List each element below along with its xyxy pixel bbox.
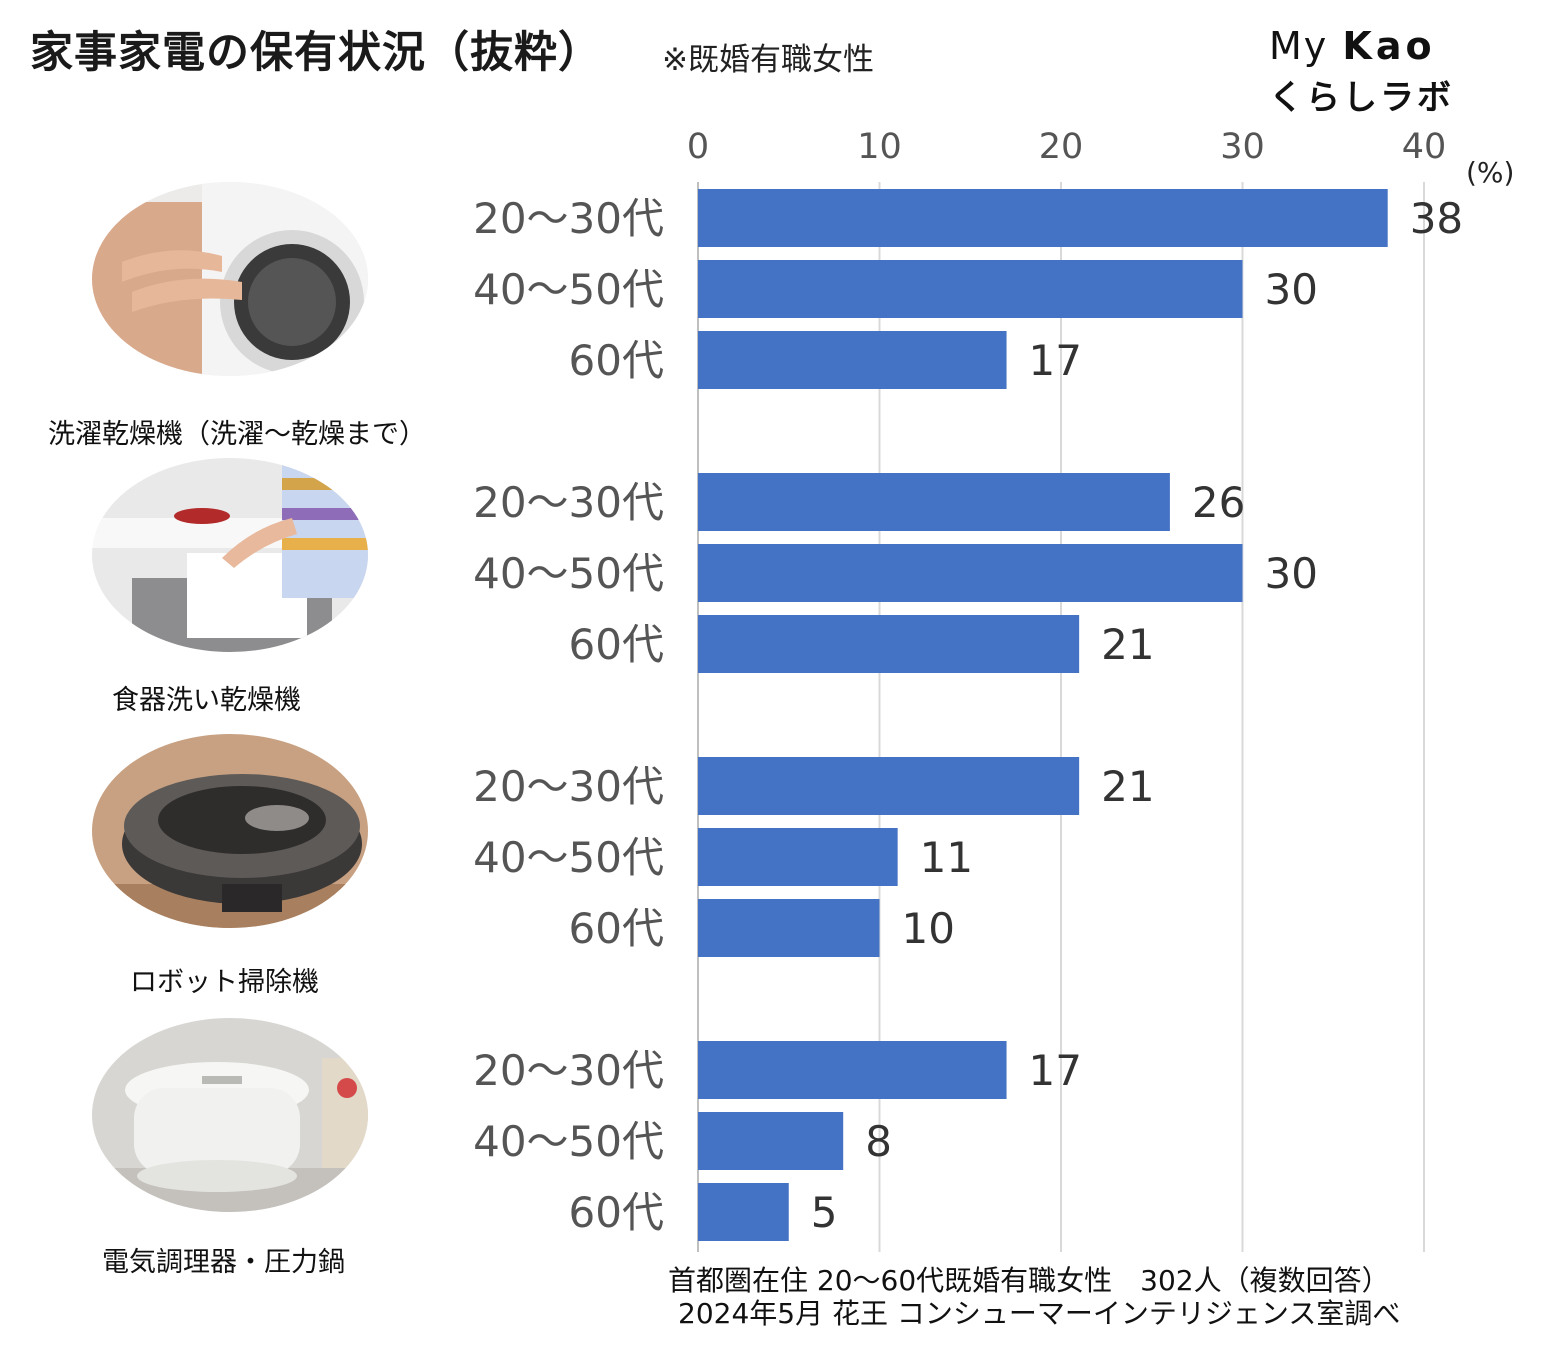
row-label-g2-r3: 60代 bbox=[569, 620, 664, 669]
value-label-g4-r1: 17 bbox=[1029, 1046, 1082, 1095]
x-tick-label-40: 40 bbox=[1402, 127, 1447, 167]
bar-g3-r3 bbox=[698, 899, 880, 957]
row-label-g2-r2: 40～50代 bbox=[473, 549, 664, 598]
value-label-g3-r1: 21 bbox=[1101, 762, 1154, 811]
bar-g3-r1 bbox=[698, 757, 1080, 815]
value-label-g3-r2: 11 bbox=[920, 833, 973, 882]
bar-g1-r2 bbox=[698, 260, 1243, 318]
bar-g2-r1 bbox=[698, 473, 1170, 531]
row-label-g3-r1: 20～30代 bbox=[473, 762, 664, 811]
row-label-g1-r1: 20～30代 bbox=[473, 194, 664, 243]
category-label-washer: 洗濯乾燥機（洗濯～乾燥まで） bbox=[48, 419, 426, 450]
bar-g4-r1 bbox=[698, 1041, 1007, 1099]
logo-brand: Kao bbox=[1342, 24, 1436, 68]
row-label-g4-r3: 60代 bbox=[569, 1188, 664, 1237]
bar-g2-r3 bbox=[698, 615, 1080, 673]
category-label-cooker: 電気調理器・圧力鍋 bbox=[102, 1247, 345, 1278]
bar-g3-r2 bbox=[698, 828, 898, 886]
row-label-g1-r3: 60代 bbox=[569, 336, 664, 385]
source-line-2: 2024年5月 花王 コンシューマーインテリジェンス室調べ bbox=[678, 1297, 1401, 1330]
value-label-g4-r3: 5 bbox=[811, 1188, 838, 1237]
chart-note: ※既婚有職女性 bbox=[662, 42, 874, 78]
value-label-g4-r2: 8 bbox=[865, 1117, 892, 1166]
x-tick-label-20: 20 bbox=[1039, 127, 1084, 167]
robot-vacuum-photo bbox=[92, 734, 368, 928]
x-tick-label-0: 0 bbox=[687, 127, 709, 167]
row-label-g1-r2: 40～50代 bbox=[473, 265, 664, 314]
source-line-1: 首都圏在住 20～60代既婚有職女性 302人（複数回答） bbox=[668, 1264, 1390, 1297]
washer-dryer-photo bbox=[92, 182, 368, 376]
row-label-g3-r3: 60代 bbox=[569, 904, 664, 953]
row-label-g4-r1: 20～30代 bbox=[473, 1046, 664, 1095]
bar-g1-r1 bbox=[698, 189, 1388, 247]
value-label-g2-r3: 21 bbox=[1101, 620, 1154, 669]
value-label-g2-r1: 26 bbox=[1192, 478, 1245, 527]
value-label-g1-r1: 38 bbox=[1410, 194, 1463, 243]
value-label-g1-r2: 30 bbox=[1265, 265, 1318, 314]
chart-title: 家事家電の保有状況（抜粋） bbox=[30, 28, 602, 78]
category-label-dishwasher: 食器洗い乾燥機 bbox=[112, 685, 301, 716]
row-label-g3-r2: 40～50代 bbox=[473, 833, 664, 882]
category-label-robot: ロボット掃除機 bbox=[130, 967, 319, 998]
dishwasher-photo bbox=[92, 458, 368, 652]
logo-subtitle: くらしラボ bbox=[1269, 78, 1454, 118]
bar-g2-r2 bbox=[698, 544, 1243, 602]
bar-g4-r3 bbox=[698, 1183, 789, 1241]
unit-label: (%) bbox=[1466, 156, 1515, 189]
row-label-g2-r1: 20～30代 bbox=[473, 478, 664, 527]
x-tick-label-30: 30 bbox=[1220, 127, 1265, 167]
bar-g1-r3 bbox=[698, 331, 1007, 389]
value-label-g3-r3: 10 bbox=[902, 904, 955, 953]
value-label-g2-r2: 30 bbox=[1265, 549, 1318, 598]
source-note: 首都圏在住 20～60代既婚有職女性 302人（複数回答） 2024年5月 花王… bbox=[668, 1264, 1400, 1330]
bar-g4-r2 bbox=[698, 1112, 844, 1170]
brand-logo: My Kao くらしラボ bbox=[1269, 24, 1454, 119]
row-label-g4-r2: 40～50代 bbox=[473, 1117, 664, 1166]
value-label-g1-r3: 17 bbox=[1029, 336, 1082, 385]
logo-prefix: My bbox=[1269, 24, 1329, 68]
x-tick-label-10: 10 bbox=[857, 127, 902, 167]
